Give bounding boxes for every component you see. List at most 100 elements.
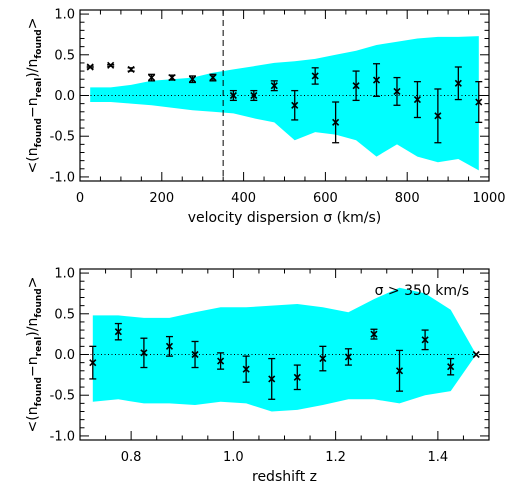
data-point: [127, 65, 135, 74]
x-tick-label: 1.4: [428, 450, 449, 465]
point-marker: [268, 375, 276, 383]
point-marker: [413, 96, 421, 104]
point-marker: [114, 328, 122, 336]
x-tick-label: 0.8: [121, 450, 142, 465]
x-tick-label: 400: [231, 191, 256, 206]
y-tick-label: -1.0: [50, 170, 75, 185]
point-marker: [250, 91, 258, 100]
data-point: [319, 345, 327, 372]
data-point: [229, 89, 237, 102]
data-point: [140, 337, 148, 369]
point-marker: [242, 365, 250, 373]
point-marker: [107, 61, 115, 69]
data-point: [89, 345, 97, 380]
y-tick-label: 0.0: [54, 348, 75, 363]
x-tick-label: 1000: [472, 191, 505, 206]
sigma-threshold-annotation: σ > 350 km/s: [375, 283, 469, 299]
data-point: [472, 350, 480, 359]
point-marker: [293, 373, 301, 381]
data-point: [242, 355, 250, 383]
point-marker: [165, 342, 174, 350]
point-marker: [140, 349, 148, 357]
y-tick-label: 0.5: [54, 307, 75, 322]
point-marker: [168, 74, 176, 82]
x-tick-label: 1.2: [325, 450, 346, 465]
point-marker: [472, 350, 480, 359]
data-point: [454, 66, 462, 101]
point-marker: [209, 74, 217, 82]
point-marker: [370, 330, 378, 338]
x-axis-label: redshift z: [252, 469, 317, 485]
point-marker: [454, 79, 462, 87]
y-axis-label: <(nfound−nreal)/nfound>: [25, 277, 44, 433]
data-point: [393, 76, 401, 106]
point-marker: [89, 359, 97, 367]
point-marker: [229, 91, 237, 100]
data-point: [165, 335, 174, 357]
point-marker: [332, 118, 340, 126]
panel-1: 0 200 400 600 800 1000 -1.0 -0.5 0.0 0.5 1.0 veloci…: [25, 8, 506, 226]
y-tick-label: 1.0: [54, 267, 75, 282]
panel-2: 0.8 1.0 1.2 1.4 -1.0 -0.5 0.0 0.5 1.0 redshift z <…: [25, 267, 490, 485]
point-marker: [352, 82, 360, 90]
point-marker: [311, 72, 319, 80]
point-marker: [86, 63, 94, 71]
data-point: [311, 67, 319, 85]
point-marker: [344, 353, 352, 361]
data-point: [217, 352, 225, 370]
scatter-band: [92, 287, 477, 412]
data-point: [421, 329, 429, 351]
point-marker: [395, 367, 404, 375]
point-marker: [217, 357, 225, 365]
data-point: [148, 73, 156, 82]
y-tick-label: -1.0: [50, 429, 75, 444]
point-marker: [188, 75, 197, 83]
y-tick-label: 0.0: [54, 89, 75, 104]
x-axis-label: velocity dispersion σ (km/s): [188, 210, 382, 226]
point-marker: [291, 101, 299, 109]
data-point: [434, 88, 442, 144]
point-marker: [434, 112, 442, 120]
data-point: [114, 322, 122, 341]
point-marker: [270, 82, 278, 90]
data-point: [352, 70, 360, 102]
scatter-band: [90, 36, 479, 171]
data-point: [344, 348, 352, 366]
point-marker: [127, 65, 135, 74]
x-tick-label: 800: [395, 191, 420, 206]
x-tick-label: 1.0: [223, 450, 244, 465]
point-marker: [393, 87, 401, 95]
y-tick-label: -0.5: [50, 130, 75, 145]
data-point: [268, 357, 276, 400]
data-point: [291, 89, 299, 121]
data-point: [475, 81, 483, 124]
data-point: [188, 75, 197, 84]
data-point: [370, 328, 378, 340]
point-marker: [447, 363, 455, 371]
y-axis-label: <(nfound−nreal)/nfound>: [25, 18, 44, 174]
point-marker: [421, 336, 429, 344]
data-point: [250, 89, 258, 102]
data-point: [372, 63, 381, 97]
point-marker: [148, 74, 156, 82]
data-point: [191, 340, 199, 369]
x-tick-label: 0: [76, 191, 84, 206]
point-marker: [372, 76, 381, 84]
y-tick-label: 0.5: [54, 48, 75, 63]
x-tick-label: 600: [313, 191, 338, 206]
x-tick-label: 200: [149, 191, 174, 206]
data-point: [447, 357, 455, 376]
data-point: [293, 364, 301, 391]
data-point: [86, 63, 94, 71]
data-point: [168, 74, 176, 82]
data-point: [332, 101, 340, 144]
data-point: [107, 61, 115, 69]
data-point: [270, 80, 278, 92]
point-marker: [475, 98, 483, 106]
data-point: [209, 73, 217, 82]
data-point: [395, 349, 404, 392]
y-tick-label: -0.5: [50, 389, 75, 404]
y-tick-label: 1.0: [54, 8, 75, 23]
point-marker: [319, 355, 327, 363]
